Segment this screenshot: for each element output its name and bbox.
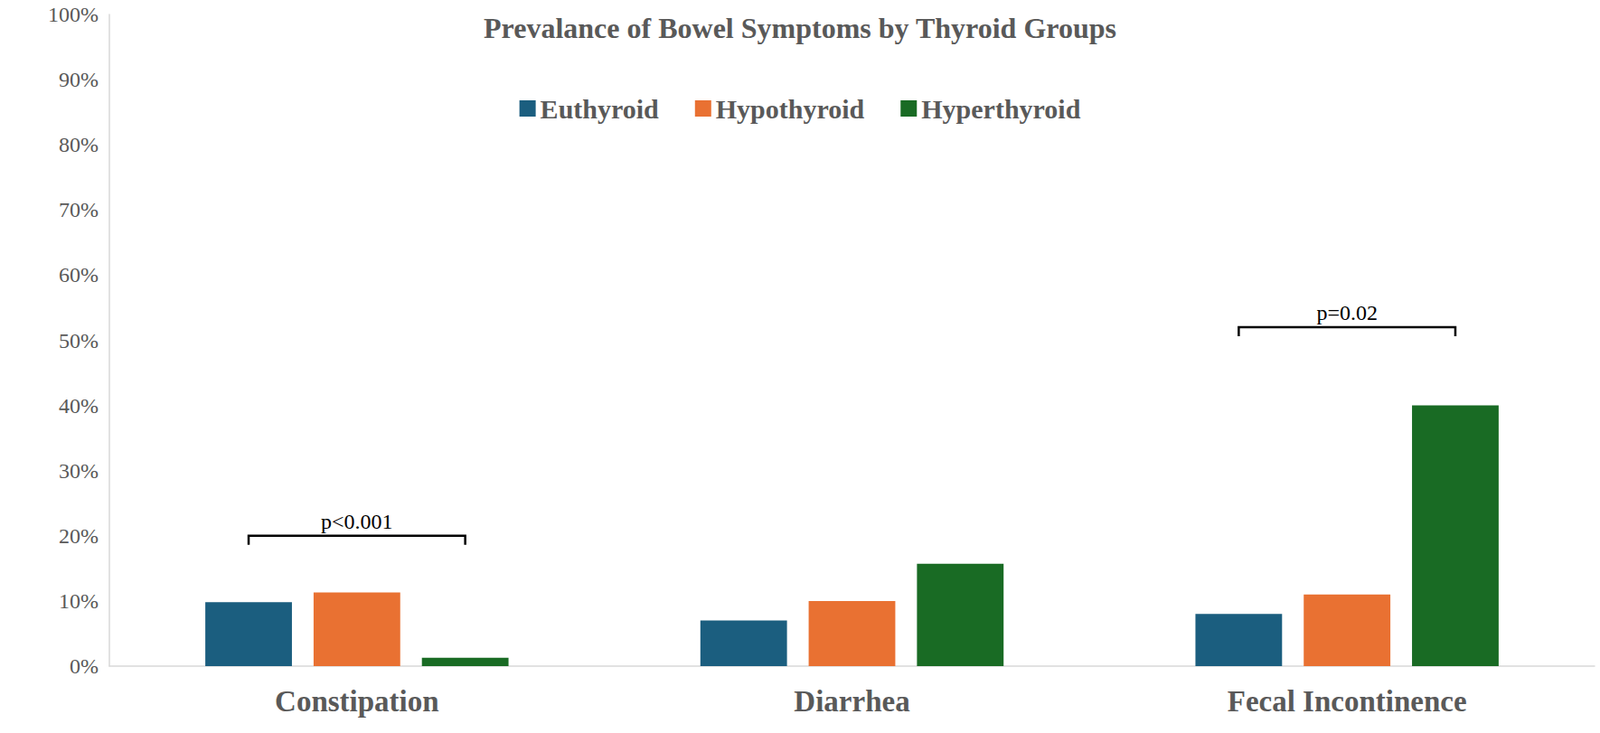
svg-text:Hypothyroid: Hypothyroid (715, 94, 866, 124)
svg-text:70%: 70% (58, 197, 99, 222)
svg-text:30%: 30% (58, 459, 99, 483)
svg-text:20%: 20% (58, 524, 99, 548)
svg-text:0%: 0% (69, 654, 99, 678)
svg-text:90%: 90% (58, 67, 99, 92)
svg-text:Constipation: Constipation (274, 685, 440, 718)
svg-text:p=0.02: p=0.02 (1316, 301, 1378, 325)
svg-text:100%: 100% (47, 2, 99, 27)
svg-text:50%: 50% (58, 329, 99, 353)
svg-text:60%: 60% (58, 263, 99, 287)
svg-text:Fecal Incontinence: Fecal Incontinence (1227, 685, 1468, 718)
svg-text:p<0.001: p<0.001 (320, 509, 394, 534)
svg-text:80%: 80% (58, 132, 99, 157)
svg-text:Hyperthyroid: Hyperthyroid (921, 94, 1081, 124)
svg-text:Diarrhea: Diarrhea (793, 685, 910, 718)
svg-text:10%: 10% (58, 589, 99, 613)
svg-text:Prevalance of Bowel Symptoms b: Prevalance of Bowel Symptoms by Thyroid … (483, 11, 1117, 45)
svg-text:Euthyroid: Euthyroid (540, 94, 659, 124)
svg-text:40%: 40% (58, 394, 99, 418)
